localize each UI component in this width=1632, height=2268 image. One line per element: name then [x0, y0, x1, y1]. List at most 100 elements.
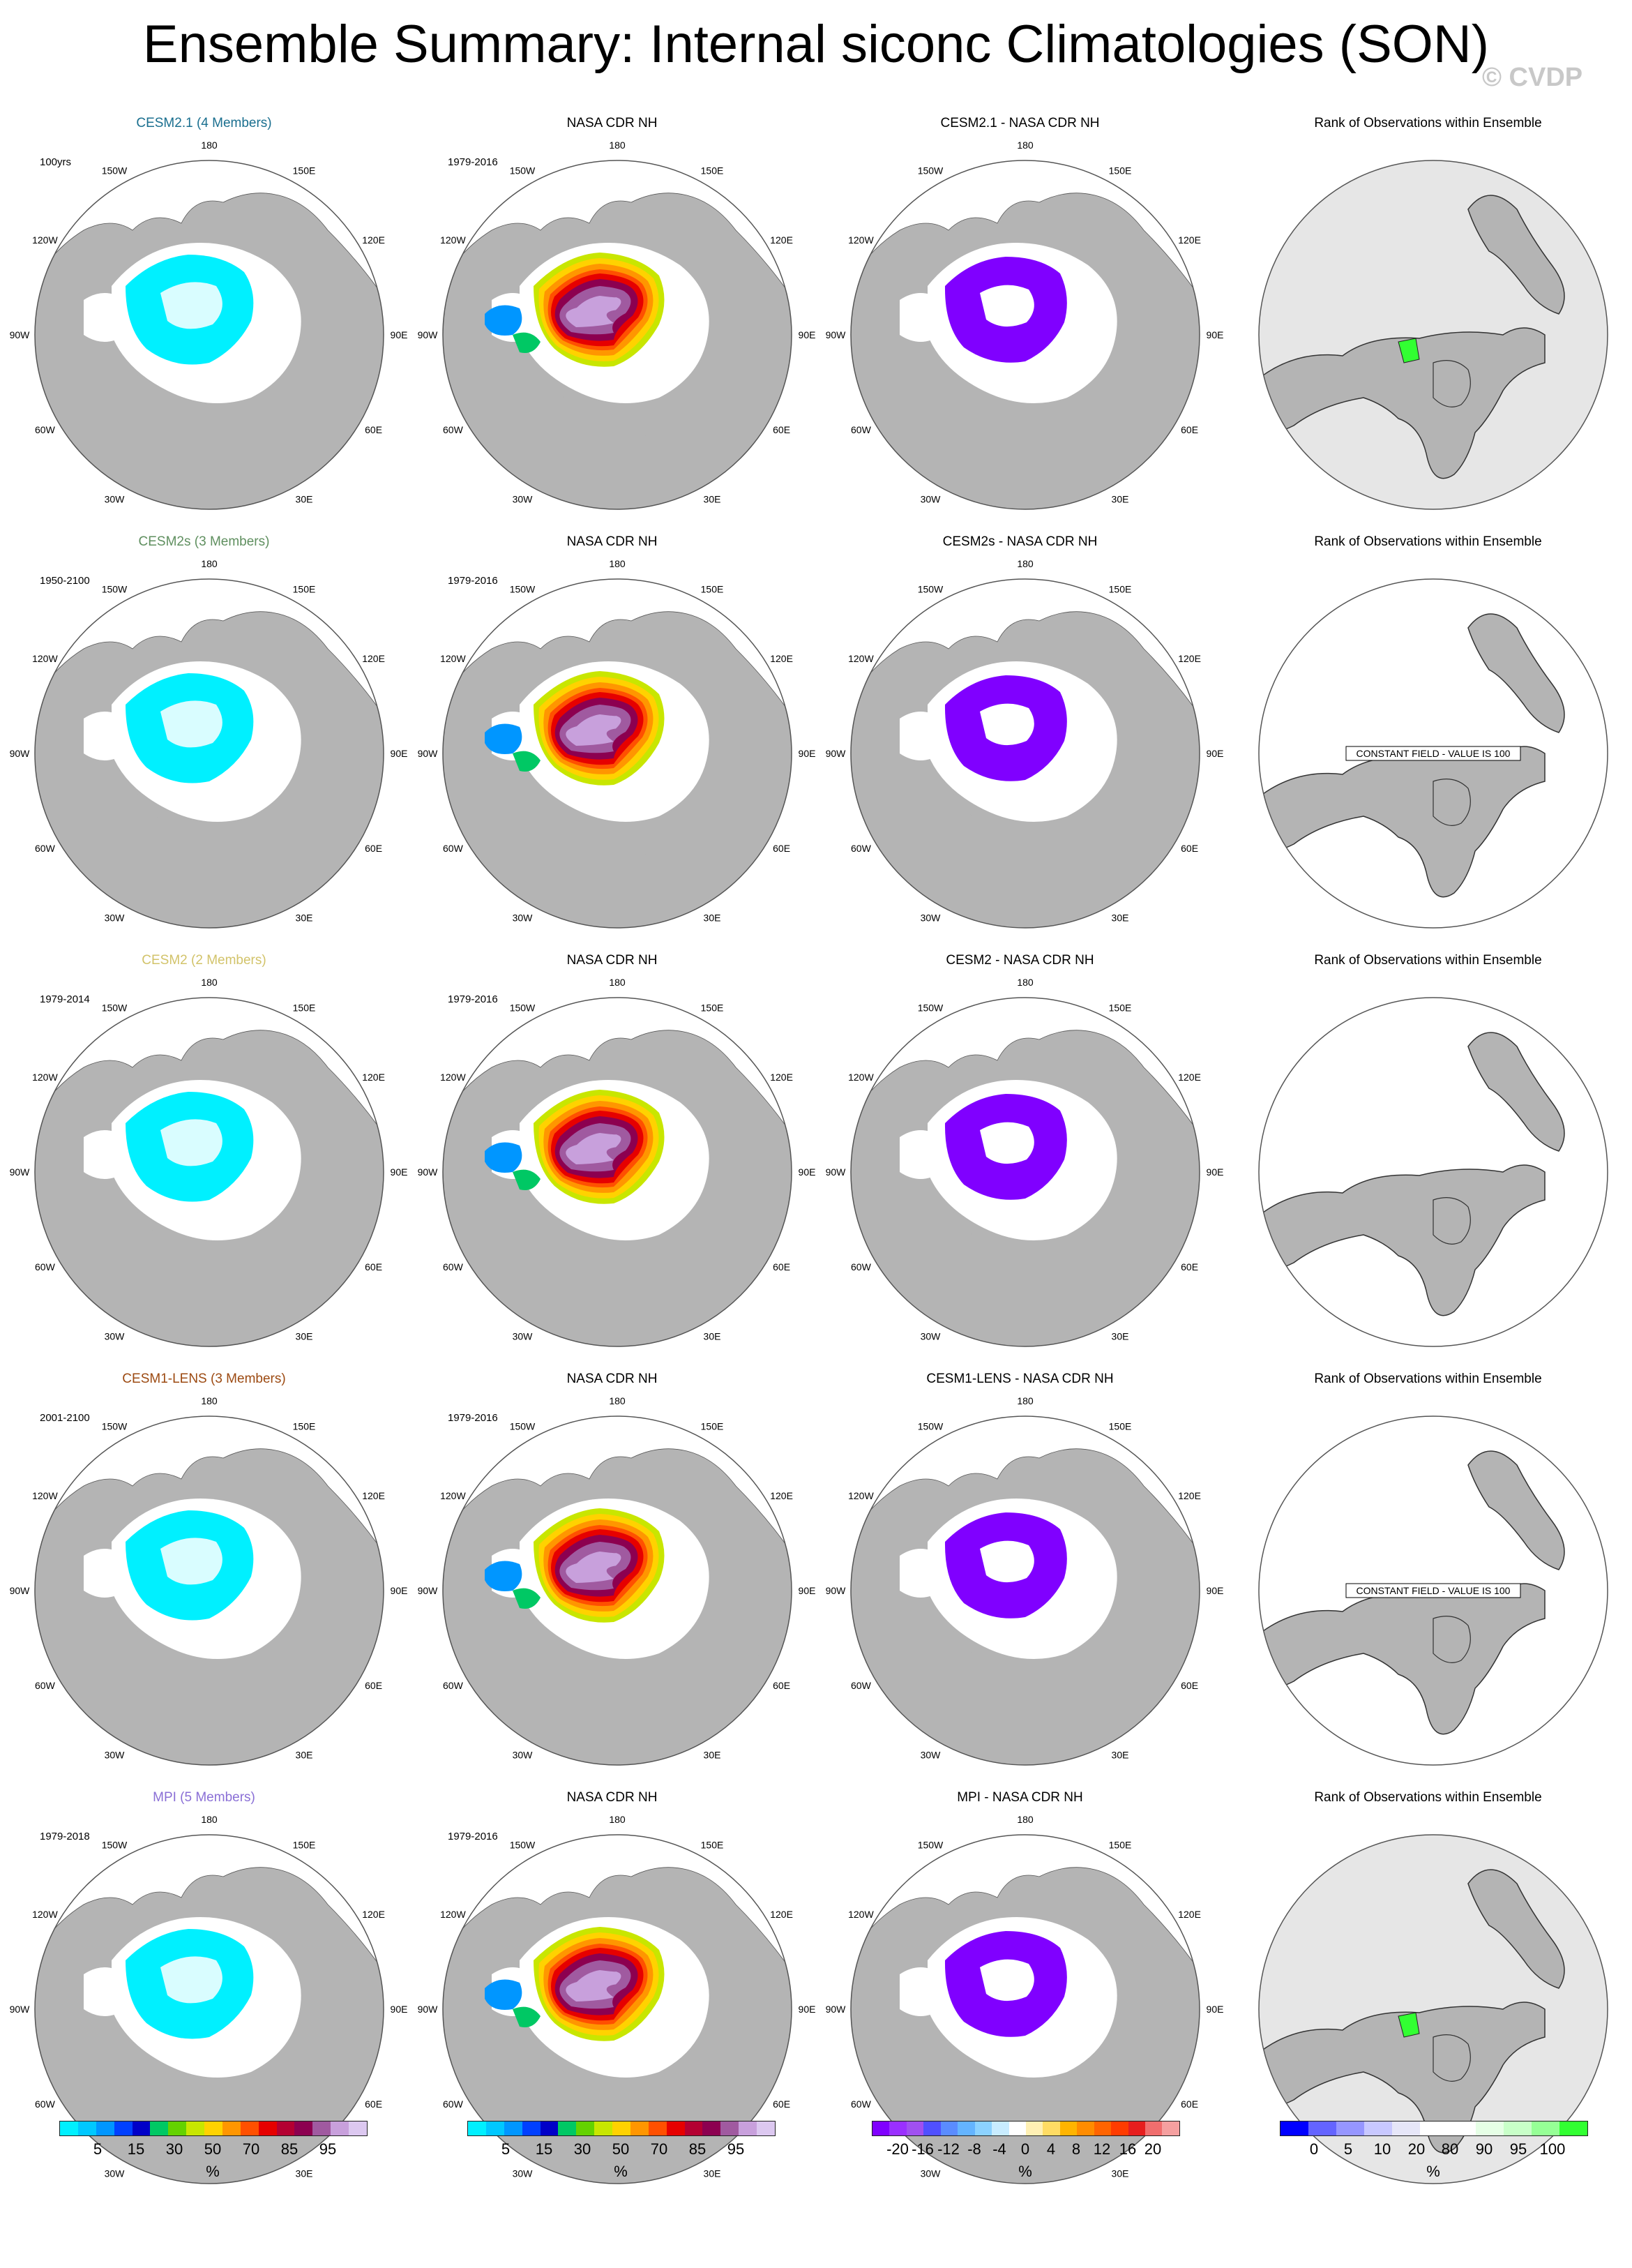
colorbar-swatch	[1420, 2121, 1448, 2135]
colorbar-swatch	[1043, 2121, 1060, 2135]
colorbar-tick-label: 5	[501, 2140, 511, 2158]
lon-label: 90E	[799, 1166, 816, 1178]
lon-label: 180	[201, 1395, 218, 1406]
colorbar-swatch	[1448, 2121, 1476, 2135]
lon-label: 150W	[510, 165, 536, 176]
panel-title: Rank of Observations within Ensemble	[1314, 1372, 1542, 1386]
colorbar-model-ticks: 5 15 30 50 70 85 95	[59, 2140, 366, 2158]
lon-label: 120E	[1178, 234, 1201, 246]
lon-label: 30E	[1112, 2168, 1129, 2179]
colorbar-swatch	[702, 2121, 721, 2135]
lon-label: 150W	[510, 1839, 536, 1850]
lon-label: 90W	[418, 329, 439, 340]
colorbar-swatch	[258, 2121, 277, 2135]
polar-map: 180150E120E90E60E30E030W60W90W120W150W	[826, 140, 1224, 530]
panel-row: CESM1-LENS (3 Members) 2001-2100 180 150E 12…	[0, 1353, 1632, 1786]
lon-label: 60E	[365, 424, 382, 435]
lon-label: 30E	[704, 1750, 721, 1761]
colorbar-swatch	[312, 2121, 331, 2135]
lon-label: 60E	[365, 843, 382, 854]
lon-label: 180	[1017, 140, 1034, 151]
panel-title: NASA CDR NH	[566, 953, 658, 968]
polar-map: 180150E120E90E60E30E030W60W90W120W150W	[418, 977, 816, 1367]
constant-field-note: CONSTANT FIELD - VALUE IS 100	[1357, 1585, 1511, 1596]
colorbar-swatch	[958, 2121, 975, 2135]
lon-label: 30W	[105, 1750, 126, 1761]
colorbar-model: 5 15 30 50 70 85 95 %	[59, 2121, 368, 2180]
lon-label: 180	[609, 977, 626, 988]
panel-obs: NASA CDR NH 1979-2016 180 150E 120E 90E 60E 30E…	[408, 935, 816, 1367]
colorbar-tick-label: 80	[1441, 2140, 1459, 2158]
colorbar-swatch	[504, 2121, 522, 2135]
lon-label: 30E	[296, 1750, 313, 1761]
polar-map: 180150E120E90E60E30E030W60W90W120W150W	[418, 558, 816, 949]
panel-row: CESM2 (2 Members) 1979-2014 180 150E 120E 90E…	[0, 935, 1632, 1367]
lon-label: 90W	[10, 329, 31, 340]
panel-period: 100yrs	[40, 156, 72, 168]
colorbar-obs-unit: %	[614, 2163, 628, 2180]
colorbar-tick-label: 8	[1071, 2140, 1081, 2158]
lon-label: 90E	[799, 329, 816, 340]
polar-map: 180150E120E90E60E30E030W60W90W120W150W	[816, 1800, 1224, 2205]
colorbar-tick-label: 95	[1509, 2140, 1527, 2158]
colorbar-swatch	[1059, 2121, 1078, 2135]
colorbar-swatch	[576, 2121, 595, 2135]
lon-label: 120W	[440, 234, 466, 246]
colorbar-swatch	[1364, 2121, 1392, 2135]
panel-title: CESM1-LENS - NASA CDR NH	[926, 1372, 1114, 1386]
lon-label: 90W	[418, 1585, 439, 1596]
lon-label: 180	[609, 1814, 626, 1825]
lon-label: 150E	[701, 1420, 724, 1432]
panel-period: 1979-2014	[40, 993, 90, 1005]
colorbar-swatch	[186, 2121, 204, 2135]
colorbar-tick-label: 70	[650, 2140, 668, 2158]
colorbar-swatch	[1559, 2121, 1587, 2135]
panel-period: 1979-2016	[448, 993, 498, 1005]
colorbar-tick-label: 70	[242, 2140, 260, 2158]
lon-label: 180	[1017, 1395, 1034, 1406]
polar-map: 180150E120E90E60E30E030W60W90W120W150W	[0, 126, 408, 530]
colorbar-tick-label: 85	[688, 2140, 707, 2158]
lon-label: 180	[201, 140, 218, 151]
lon-label: 120E	[1178, 653, 1201, 664]
colorbar-swatch	[1476, 2121, 1504, 2135]
lon-label: 120W	[32, 234, 58, 246]
panel-obs: NASA CDR NH 1979-2016 180 150E 120E 90E 60E 30E…	[408, 1353, 816, 1786]
lon-label: 60W	[443, 424, 464, 435]
colorbar-swatch	[1128, 2121, 1145, 2135]
lon-label: 60E	[1181, 424, 1198, 435]
panel-title: CESM2s (3 Members)	[138, 534, 270, 549]
lon-label: 90W	[10, 2004, 31, 2015]
lon-label: 60E	[1181, 843, 1198, 854]
lon-label: 90W	[826, 748, 847, 759]
lon-label: 60E	[365, 1261, 382, 1272]
panel-rank: Rank of Observations within Ensemble	[1224, 98, 1632, 516]
colorbar-swatch	[612, 2121, 630, 2135]
colorbar-swatch	[940, 2121, 958, 2135]
lon-label: 30W	[513, 494, 534, 505]
lon-label: 120E	[362, 1909, 385, 1920]
lon-label: 60E	[773, 1261, 790, 1272]
lon-label: 30W	[921, 913, 942, 924]
colorbar-swatch	[294, 2121, 313, 2135]
colorbar-tick-label: 100	[1539, 2140, 1566, 2158]
lon-label: 120E	[770, 1072, 793, 1083]
lon-label: 30W	[105, 2168, 126, 2179]
lon-label: 90E	[799, 1585, 816, 1596]
colorbar-tick-label: 90	[1475, 2140, 1493, 2158]
lon-label: 30W	[105, 1331, 126, 1342]
lon-label: 60W	[851, 2098, 872, 2110]
colorbar-swatch	[276, 2121, 295, 2135]
lon-label: 60E	[1181, 2098, 1198, 2110]
colorbar-rank: 0 5 10 20 80 90 95 100 %	[1280, 2121, 1588, 2180]
panel-period: 1979-2016	[448, 1412, 498, 1424]
lon-label: 150E	[293, 165, 316, 176]
lon-label: 60E	[365, 1680, 382, 1691]
polar-map: 180150E120E90E60E30E030W60W90W120W150W	[816, 963, 1224, 1367]
polar-map: 180150E120E90E60E30E030W60W90W120W150W	[816, 1381, 1224, 1786]
lon-label: 120W	[32, 1072, 58, 1083]
lon-label: 120E	[1178, 1490, 1201, 1501]
panel-title: NASA CDR NH	[566, 116, 658, 130]
lon-label: 60W	[35, 1261, 56, 1272]
colorbar-swatch	[1532, 2121, 1559, 2135]
